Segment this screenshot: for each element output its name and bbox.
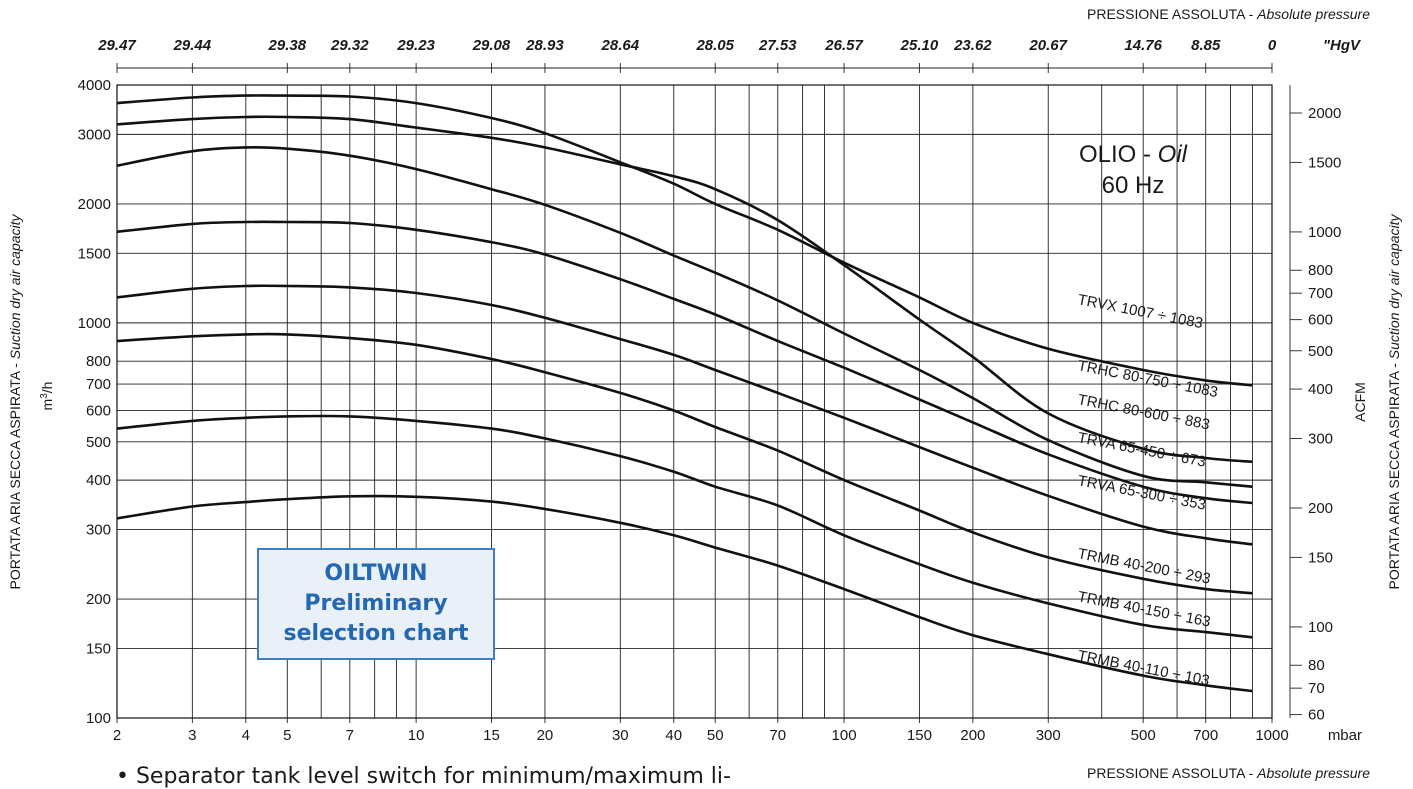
x-tick-label: 50 [707,727,724,744]
right-tick-label: 100 [1308,619,1333,636]
x-tick-label: 5 [283,727,291,744]
y-unit-label: m3/h [39,382,55,411]
top-tick-label: 29.08 [472,37,511,54]
right-tick-label: 80 [1308,657,1325,674]
x-tick-label: 20 [537,727,554,744]
right-tick-label: 300 [1308,430,1333,447]
x-tick-label: 300 [1036,727,1061,744]
x-tick-label: 1000 [1255,727,1288,744]
top-tick-label: 29.23 [396,37,435,54]
top-tick-label: 28.05 [695,37,734,54]
right-tick-label: 700 [1308,285,1333,302]
right-tick-label: 1000 [1308,224,1341,241]
series-line [116,220,1253,505]
right-tick-label: 60 [1308,707,1325,724]
left-axis-title: PORTATA ARIA SECCA ASPIRATA - Suction dr… [7,213,23,589]
y-tick-label: 700 [86,376,111,393]
series-line [116,94,1253,387]
x-tick-label: 2 [113,727,121,744]
x-tick-label: 3 [188,727,196,744]
y-tick-label: 1000 [78,315,111,332]
top-tick-label: 25.10 [900,37,939,54]
y-tick-label: 800 [86,353,111,370]
x-unit-label: mbar [1328,727,1362,744]
top-tick-label: 28.64 [601,37,640,54]
x-tick-label: 200 [960,727,985,744]
series-label: TRHC 80-600 ÷ 883 [1076,391,1211,433]
badge-line-2: Preliminary [304,591,448,616]
y-tick-label: 200 [86,591,111,608]
top-tick-label: 29.47 [97,37,136,54]
x-tick-label: 500 [1131,727,1156,744]
y-tick-label: 600 [86,403,111,420]
y-tick-label: 100 [86,710,111,727]
series-line [116,115,1253,464]
y-tick-label: 3000 [78,126,111,143]
x-tick-label: 700 [1193,727,1218,744]
right-tick-label: 600 [1308,312,1333,329]
y-tick-label: 4000 [78,77,111,94]
y-tick-label: 2000 [78,196,111,213]
right-tick-label: 150 [1308,549,1333,566]
x-tick-label: 15 [483,727,500,744]
x-tick-label: 100 [832,727,857,744]
oil-label: OLIO - Oil [1079,141,1188,168]
footnote: • Separator tank level switch for minimu… [116,764,731,789]
top-unit-label: "HgV [1323,37,1362,54]
top-tick-label: 28.93 [525,37,564,54]
series-line [116,332,1253,595]
badge-line-3: selection chart [283,621,469,646]
series-label: TRVA 65-300 ÷ 353 [1076,472,1207,514]
x-tick-label: 40 [665,727,682,744]
right-tick-label: 400 [1308,381,1333,398]
curve-layer [116,94,1253,693]
top-tick-label: 29.38 [268,37,307,54]
x-tick-label: 10 [408,727,425,744]
right-unit-label: ACFM [1352,382,1368,422]
right-tick-label: 200 [1308,500,1333,517]
grid-layer [116,63,1302,723]
top-tick-label: 26.57 [824,37,863,54]
series-line [116,145,1253,488]
x-tick-label: 30 [612,727,629,744]
top-tick-label: 23.62 [953,37,992,54]
series-label: TRVX 1007 ÷ 1083 [1076,291,1204,332]
x-tick-label: 70 [769,727,786,744]
right-tick-label: 800 [1308,262,1333,279]
top-tick-label: 29.44 [173,37,212,54]
right-tick-label: 70 [1308,680,1325,697]
top-caption: PRESSIONE ASSOLUTA - Absolute pressure [1087,6,1370,22]
x-tick-label: 7 [346,727,354,744]
series-line [116,284,1253,546]
y-tick-label: 400 [86,472,111,489]
x-tick-label: 150 [907,727,932,744]
x-tick-label: 4 [242,727,250,744]
right-axis-title: PORTATA ARIA SECCA ASPIRATA - Suction dr… [1386,213,1402,589]
right-tick-label: 1500 [1308,154,1341,171]
y-tick-label: 500 [86,434,111,451]
series-line [116,414,1253,639]
bottom-caption: PRESSIONE ASSOLUTA - Absolute pressure [1087,765,1370,781]
top-tick-label: 8.85 [1191,37,1221,54]
frequency-label: 60 Hz [1102,172,1165,199]
badge-line-1: OILTWIN [324,561,428,586]
top-tick-label: 14.76 [1124,37,1162,54]
top-tick-label: 29.32 [330,37,369,54]
series-label: TRVA 65-450 ÷ 673 [1076,429,1207,471]
top-tick-label: 0 [1268,37,1277,54]
y-tick-label: 300 [86,521,111,538]
series-line [116,494,1253,693]
plot-frame [116,84,1273,719]
oiltwin-badge: OILTWIN Preliminary selection chart [257,548,495,660]
series-label: TRMB 40-200 ÷ 293 [1076,545,1212,587]
top-tick-label: 20.67 [1028,37,1067,54]
y-tick-label: 150 [86,640,111,657]
right-tick-label: 500 [1308,343,1333,360]
right-tick-label: 2000 [1308,105,1341,122]
y-tick-label: 1500 [78,245,111,262]
top-tick-label: 27.53 [758,37,797,54]
